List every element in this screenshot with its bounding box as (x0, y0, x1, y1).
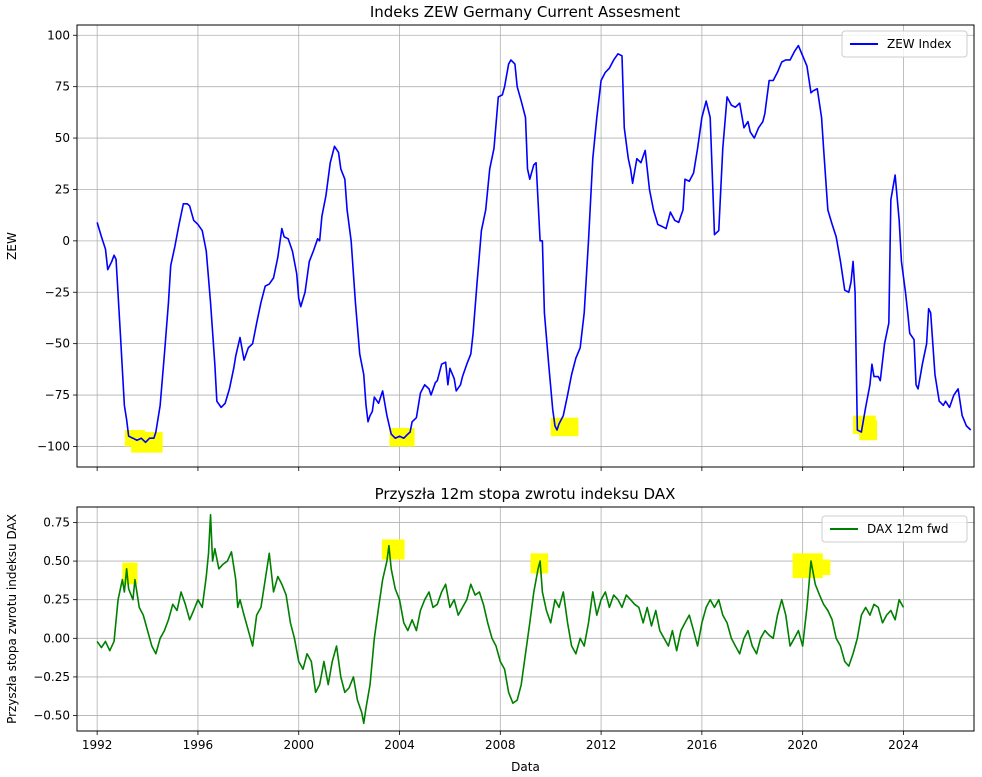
dax-x-ticks: 1992 1996 2000 2004 2008 2012 2016 2020 2024 (82, 731, 919, 752)
x-tick-label: 2000 (283, 738, 314, 752)
zew-y-tick-label: 50 (55, 131, 70, 145)
zew-legend-box (841, 30, 968, 58)
zew-y-tick-label: −75 (45, 388, 70, 402)
dax-highlight (810, 559, 831, 575)
x-tick-label: 2016 (687, 738, 718, 752)
x-tick-label: 1992 (82, 738, 113, 752)
zew-grid (77, 25, 974, 467)
zew-highlight (859, 419, 877, 441)
dax-axes-frame (76, 506, 975, 732)
zew-y-ticks: −100 −75 −50 −25 0 25 50 75 100 (37, 28, 77, 453)
dax-y-tick-label: 0.75 (43, 515, 70, 529)
dax-highlight (381, 539, 405, 560)
zew-y-tick-label: 25 (55, 182, 70, 196)
zew-y-tick-label: −25 (45, 285, 70, 299)
zew-y-tick-label: 75 (55, 80, 70, 94)
dax-legend-label: DAX 12m fwd (867, 522, 949, 536)
zew-series (96, 44, 972, 444)
zew-highlight (550, 417, 579, 437)
dax-y-tick-label: 0.00 (43, 631, 70, 645)
dax-series-line (96, 513, 905, 725)
zew-series-line (96, 44, 972, 444)
zew-legend-label: ZEW Index (887, 37, 952, 51)
x-tick-label: 1996 (183, 738, 214, 752)
dax-y-tick-label: 0.25 (43, 593, 70, 607)
zew-highlight (131, 432, 163, 453)
dax-series (96, 513, 905, 725)
dax-legend: DAX 12m fwd (821, 515, 968, 543)
dax-y-tick-label: 0.50 (43, 554, 70, 568)
dax-panel: Przyszła 12m stopa zwrotu indeksu DAX 19… (5, 485, 975, 774)
zew-x-ticks (96, 467, 904, 471)
dax-y-tick-label: −0.25 (33, 670, 70, 684)
zew-y-axis-label: ZEW (5, 232, 19, 260)
zew-y-tick-label: −100 (37, 439, 70, 453)
zew-y-tick-label: 0 (62, 234, 70, 248)
dax-legend-box (821, 515, 968, 543)
dax-chart-title: Przyszła 12m stopa zwrotu indeksu DAX (375, 485, 676, 503)
zew-chart-title: Indeks ZEW Germany Current Assesment (370, 3, 680, 21)
zew-panel: Indeks ZEW Germany Current Assesment −10… (5, 3, 975, 471)
x-tick-label: 2008 (485, 738, 516, 752)
dax-x-axis-label: Data (511, 760, 540, 774)
dax-y-ticks: −0.50 −0.25 0.00 0.25 0.50 0.75 (33, 515, 77, 723)
zew-y-tick-label: 100 (47, 28, 70, 42)
dax-y-tick-label: −0.50 (33, 709, 70, 723)
zew-y-tick-label: −50 (45, 337, 70, 351)
zew-axes-frame (76, 24, 975, 468)
x-tick-label: 2004 (384, 738, 415, 752)
dax-y-axis-label: Przyszła stopa zwrotu indeksu DAX (5, 514, 19, 724)
x-tick-label: 2012 (586, 738, 617, 752)
x-tick-label: 2024 (888, 738, 919, 752)
zew-legend: ZEW Index (841, 30, 968, 58)
x-tick-label: 2020 (787, 738, 818, 752)
